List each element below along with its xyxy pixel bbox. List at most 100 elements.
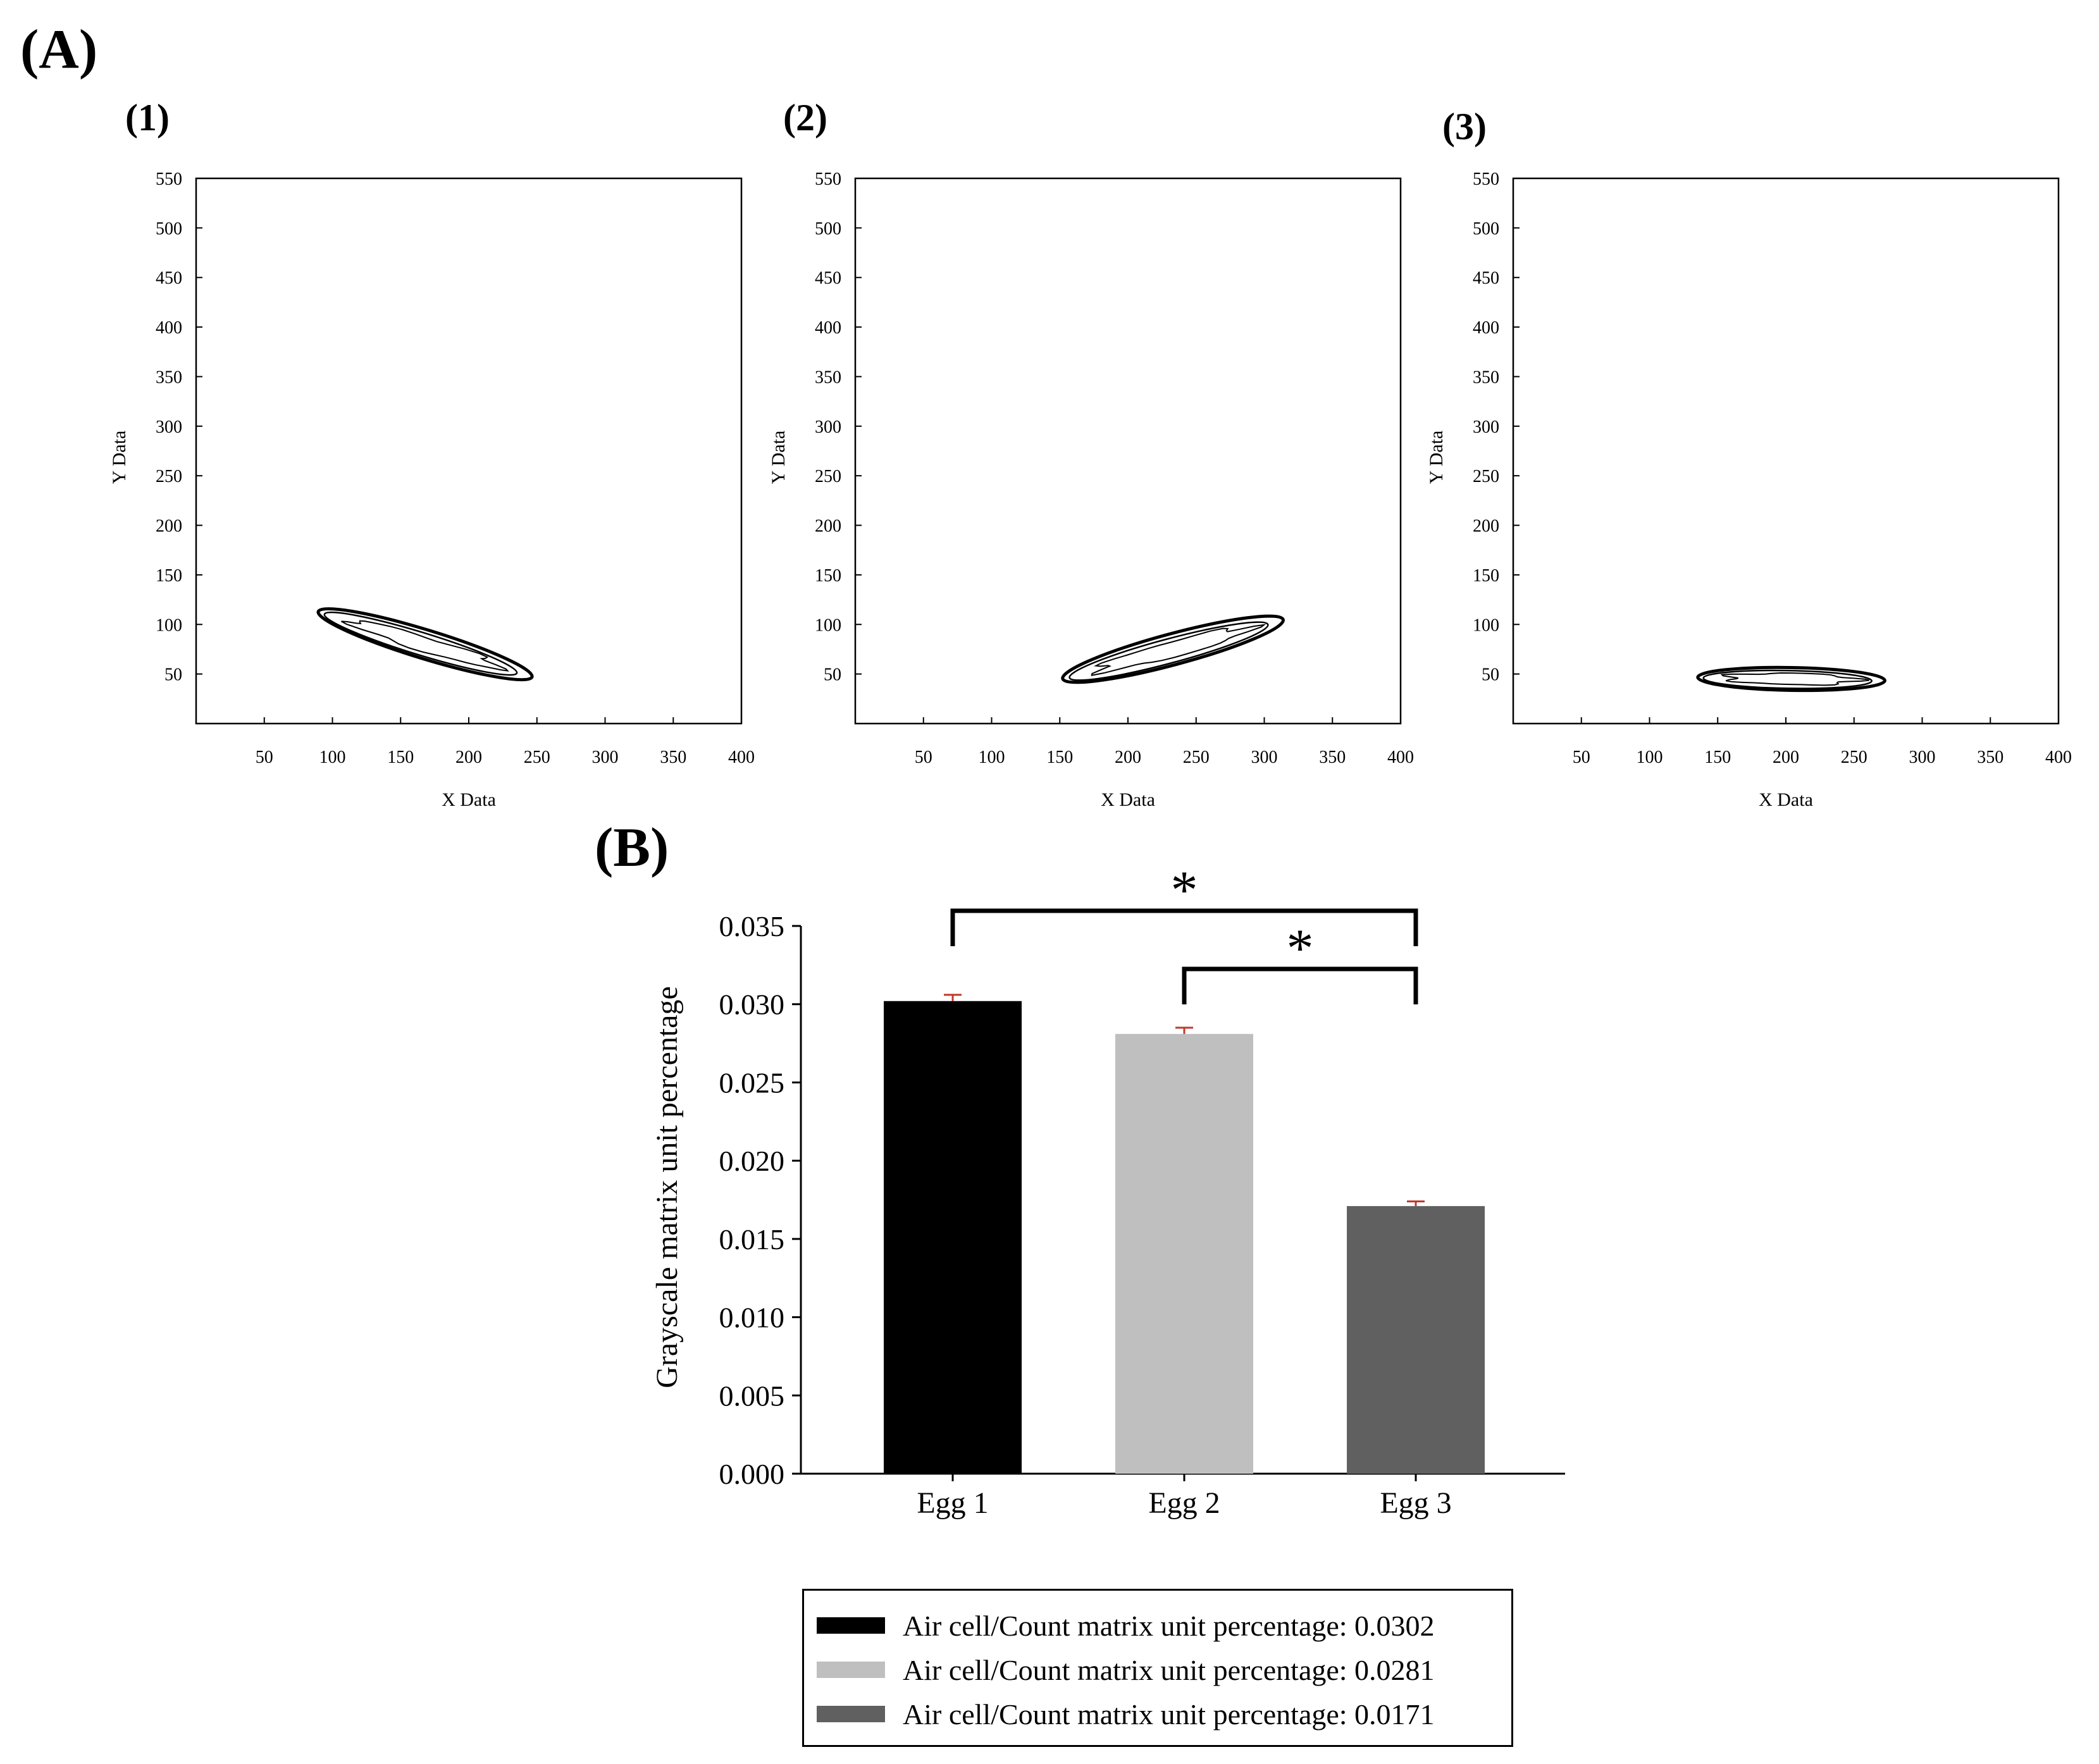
x-tick-label: 150 (1046, 748, 1073, 767)
contour-inner-line (341, 620, 509, 672)
y-tick-label: 0.015 (719, 1223, 785, 1255)
legend-label-egg-3: Air cell/Count matrix unit percentage: 0… (903, 1698, 1435, 1730)
contour-outer-line (1696, 665, 1886, 693)
contour-sublabel-1: (1) (125, 97, 170, 139)
x-axis-title: X Data (1759, 789, 1813, 810)
contour-region (1061, 614, 1285, 684)
x-tick-label: Egg 3 (1380, 1486, 1451, 1520)
y-tick-label: 200 (156, 517, 182, 536)
x-tick-label: 300 (1909, 748, 1936, 767)
y-tick-label: 150 (156, 566, 182, 586)
y-tick-label: 0.035 (719, 910, 785, 942)
x-tick-label: 150 (387, 748, 414, 767)
bar-egg-3 (1347, 1206, 1485, 1474)
y-tick-label: 0.025 (719, 1066, 785, 1099)
significance-bracket (950, 908, 1418, 946)
x-tick-label: 200 (455, 748, 482, 767)
y-tick-label: 0.010 (719, 1302, 785, 1334)
x-tick-label: 100 (979, 748, 1005, 767)
x-tick-label: 400 (2045, 748, 2072, 767)
x-tick-label: 400 (728, 748, 755, 767)
x-axis-title: X Data (1101, 789, 1155, 810)
x-tick-label: Egg 2 (1148, 1486, 1220, 1520)
contour-mid-line (1068, 621, 1269, 681)
x-axis-title: X Data (442, 789, 496, 810)
contour-mid-line (1702, 669, 1873, 689)
y-tick-label: 500 (156, 219, 182, 238)
y-tick-label: 250 (156, 467, 182, 486)
contour-plot-frame (854, 177, 1402, 725)
x-tick-label: 50 (915, 748, 932, 767)
y-tick-label: 500 (815, 219, 841, 238)
y-tick-label: 550 (1473, 170, 1499, 189)
x-tick-label: 50 (256, 748, 273, 767)
y-tick-label: 0.000 (719, 1458, 785, 1490)
y-tick-label: 350 (1473, 367, 1499, 387)
bar-legend: Air cell/Count matrix unit percentage: 0… (802, 1589, 1513, 1747)
y-tick-label: 50 (164, 665, 182, 685)
significance-label: * (1287, 918, 1314, 978)
x-tick-label: 250 (1183, 748, 1210, 767)
y-tick-label: 50 (1482, 665, 1499, 685)
significance-label: * (1171, 860, 1198, 920)
bar-egg-2 (1115, 1033, 1253, 1474)
legend-label-egg-2: Air cell/Count matrix unit percentage: 0… (903, 1653, 1435, 1686)
y-tick-label: 250 (1473, 467, 1499, 486)
legend-swatch-egg-2 (817, 1662, 885, 1678)
contour-mid-line (323, 611, 518, 676)
x-tick-label: Egg 1 (917, 1486, 988, 1520)
x-tick-label: 250 (1841, 748, 1867, 767)
contour-region (316, 607, 534, 682)
y-tick-label: 450 (815, 269, 841, 288)
legend-swatch-egg-3 (817, 1706, 885, 1722)
contour-sublabel-2: (2) (783, 97, 827, 139)
panel-a-label: (A) (20, 19, 98, 80)
panel-b-label: (B) (595, 817, 669, 879)
bar-egg-1 (884, 1001, 1022, 1474)
y-tick-label: 450 (156, 269, 182, 288)
y-tick-label: 100 (1473, 615, 1499, 635)
y-tick-label: 300 (815, 417, 841, 437)
y-tick-label: 200 (1473, 517, 1499, 536)
x-tick-label: 350 (1319, 748, 1346, 767)
contour-region (1696, 665, 1886, 693)
y-tick-label: 350 (156, 367, 182, 387)
y-tick-label: 450 (1473, 269, 1499, 288)
x-tick-label: 200 (1773, 748, 1799, 767)
x-tick-label: 100 (1637, 748, 1663, 767)
legend-label-egg-1: Air cell/Count matrix unit percentage: 0… (903, 1609, 1435, 1642)
contour-plot-frame (195, 177, 743, 725)
y-tick-label: 100 (815, 615, 841, 635)
bar-y-axis-title: Grayscale matrix unit percentage (650, 986, 684, 1388)
legend-item-egg-1: Air cell/Count matrix unit percentage: 0… (817, 1607, 1435, 1644)
legend-item-egg-3: Air cell/Count matrix unit percentage: 0… (817, 1695, 1435, 1733)
y-tick-label: 300 (156, 417, 182, 437)
bar-chart: 0.000 0.005 0.010 0.015 0.020 0.025 0.030 0.035… (650, 860, 1565, 1520)
legend-item-egg-2: Air cell/Count matrix unit percentage: 0… (817, 1651, 1435, 1689)
x-tick-label: 350 (1977, 748, 2003, 767)
contour-plot-frame (1512, 177, 2060, 725)
x-tick-label: 400 (1387, 748, 1414, 767)
x-tick-label: 200 (1115, 748, 1141, 767)
y-tick-label: 200 (815, 517, 841, 536)
y-tick-label: 150 (815, 566, 841, 586)
contour-outer-line (1061, 614, 1285, 684)
y-tick-label: 400 (815, 318, 841, 338)
y-tick-label: 50 (824, 665, 841, 685)
x-tick-label: 350 (660, 748, 686, 767)
y-tick-label: 500 (1473, 219, 1499, 238)
contour-inner-line (1091, 624, 1266, 677)
contour-plot-1: 50 100 150 200 250 300 350 400 50 100 150 200 250 300… (109, 170, 755, 810)
y-tick-label: 400 (1473, 318, 1499, 338)
x-tick-label: 250 (524, 748, 550, 767)
y-tick-label: 150 (1473, 566, 1499, 586)
y-tick-label: 300 (1473, 417, 1499, 437)
y-tick-label: 0.020 (719, 1145, 785, 1177)
y-tick-label: 550 (156, 170, 182, 189)
y-tick-label: 250 (815, 467, 841, 486)
y-tick-label: 0.030 (719, 989, 785, 1021)
contour-outer-line (316, 607, 534, 682)
x-tick-label: 150 (1704, 748, 1731, 767)
contour-plot-3: 50 100 150 200 250 300 350 400 50 100 150 200 250 300… (1426, 170, 2072, 810)
